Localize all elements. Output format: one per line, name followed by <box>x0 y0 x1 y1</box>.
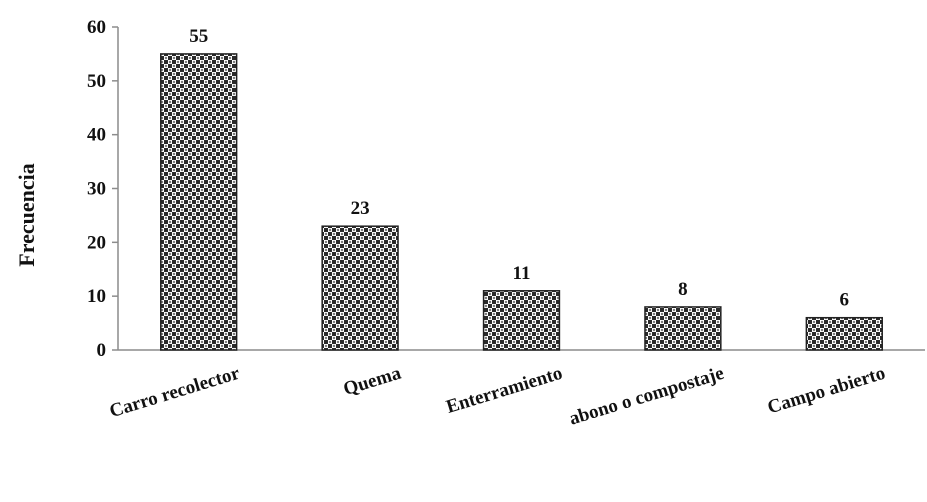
data-label: 8 <box>678 279 688 300</box>
bar <box>805 316 883 351</box>
bar <box>321 225 399 351</box>
bar <box>160 53 238 351</box>
data-label: 6 <box>840 290 850 311</box>
category-label: Quema <box>341 363 404 401</box>
category-label: Enterramiento <box>444 363 565 418</box>
data-label: 23 <box>351 198 370 219</box>
bar <box>482 290 561 351</box>
data-label: 11 <box>513 263 531 284</box>
y-axis-ticks: 0 10 20 30 40 50 60 <box>87 17 118 361</box>
bars-group <box>160 53 883 351</box>
data-labels-group: 55 23 11 8 6 <box>189 26 849 311</box>
y-axis-label: Frecuencia <box>14 163 39 266</box>
y-tick-label: 20 <box>87 232 106 253</box>
category-label: Carro recolector <box>107 363 243 423</box>
y-tick-label: 30 <box>87 179 106 200</box>
category-labels-group: Carro recolector Quema Enterramiento abono … <box>107 363 888 430</box>
category-label: Campo abierto <box>765 363 888 419</box>
y-tick-label: 50 <box>87 71 106 92</box>
y-tick-label: 40 <box>87 125 106 146</box>
y-tick-label: 60 <box>87 17 106 38</box>
bar <box>644 306 722 351</box>
y-tick-label: 0 <box>97 340 107 361</box>
data-label: 55 <box>189 26 208 47</box>
y-tick-label: 10 <box>87 286 106 307</box>
category-label: abono o compostaje <box>567 363 727 430</box>
